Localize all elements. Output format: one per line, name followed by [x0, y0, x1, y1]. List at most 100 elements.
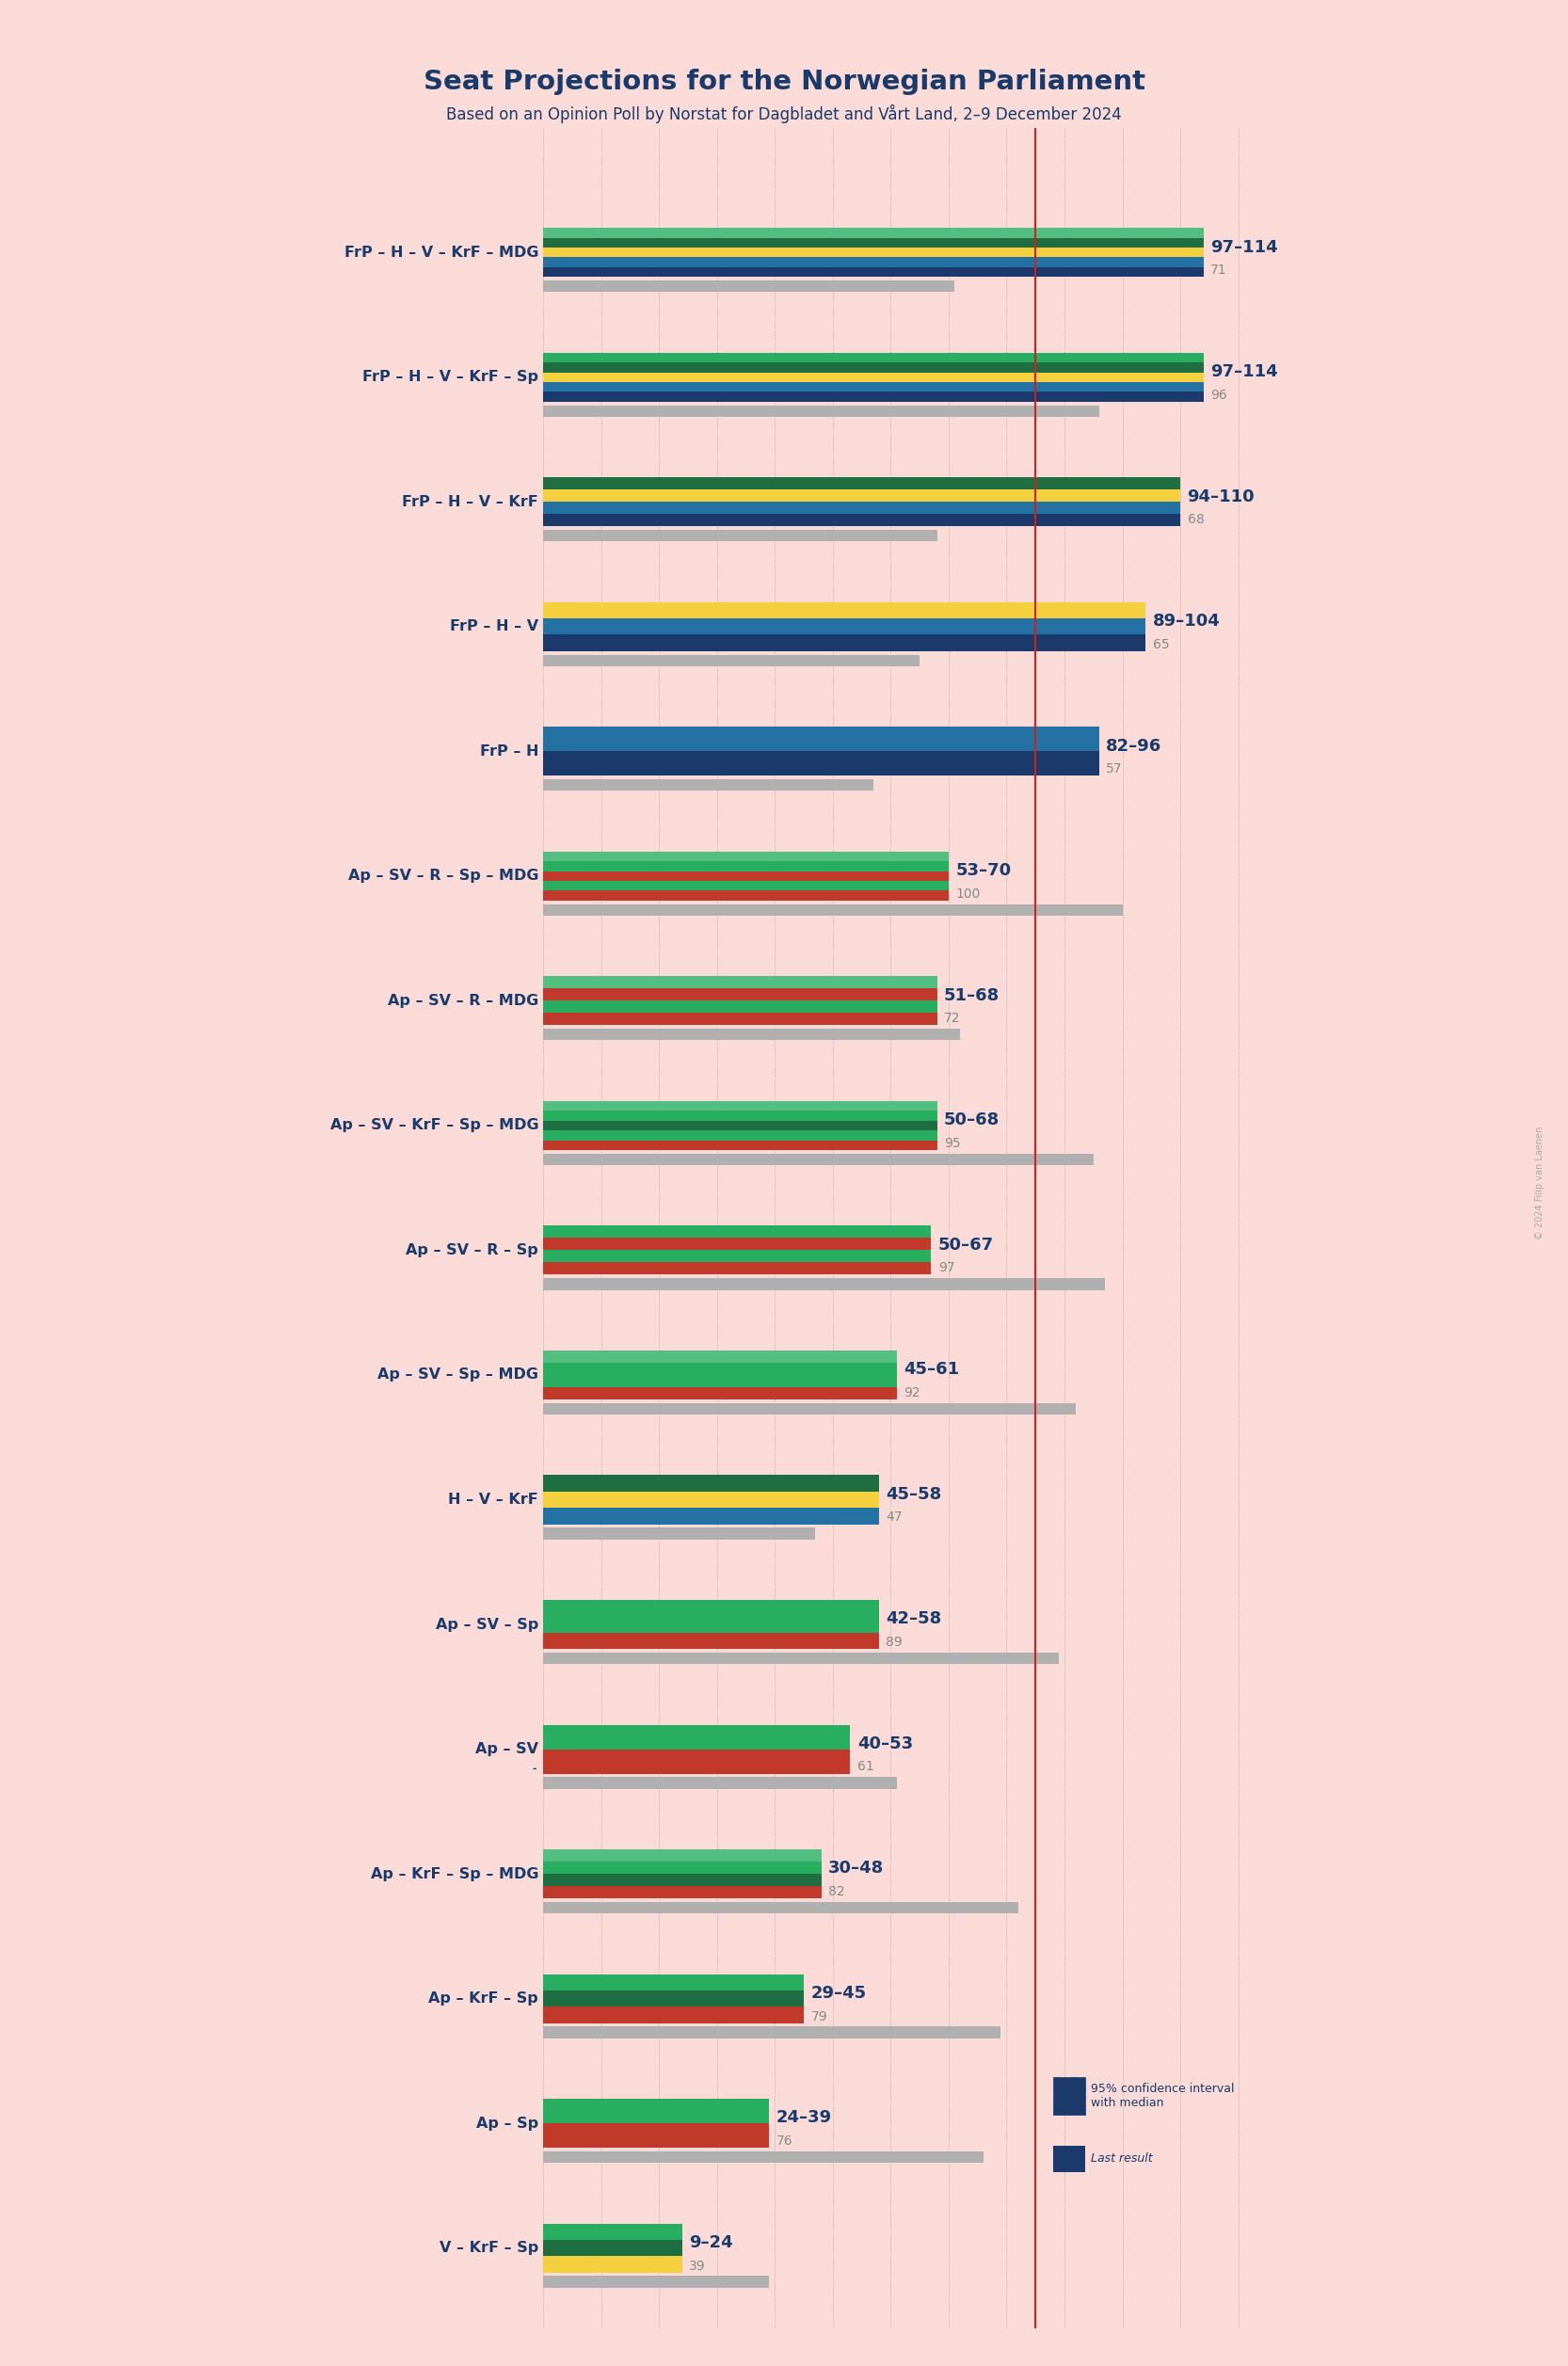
Bar	[717, 1874, 822, 1886]
Text: 95% confidence interval
with median: 95% confidence interval with median	[1091, 2082, 1234, 2108]
Bar	[543, 353, 1105, 362]
Bar	[543, 1131, 833, 1140]
Bar	[543, 2122, 682, 2148]
Bar	[850, 880, 949, 890]
Bar	[1105, 362, 1204, 371]
Bar	[1054, 2146, 1085, 2172]
Text: 68: 68	[1187, 513, 1204, 525]
Bar	[543, 237, 1105, 248]
Bar	[804, 1491, 880, 1507]
Bar	[712, 1990, 804, 2006]
Bar	[1105, 258, 1204, 267]
Bar	[1105, 227, 1204, 237]
Text: 40–53: 40–53	[858, 1734, 913, 1753]
Bar	[543, 1226, 833, 1237]
Text: 100: 100	[955, 887, 980, 901]
Bar	[804, 1474, 880, 1491]
Bar	[543, 502, 1088, 513]
Bar	[1018, 726, 1099, 752]
Bar	[717, 1862, 822, 1874]
Bar	[543, 1599, 787, 1616]
Text: © 2024 Filip van Laenen: © 2024 Filip van Laenen	[1535, 1126, 1544, 1240]
Bar	[1058, 618, 1146, 634]
Bar	[543, 1474, 804, 1491]
Bar	[543, 1249, 833, 1263]
Bar	[543, 1100, 833, 1110]
Text: 65: 65	[1152, 639, 1170, 651]
Bar	[543, 478, 1088, 490]
Text: Ap – SV: Ap – SV	[475, 1741, 538, 1756]
Text: Ap – Sp: Ap – Sp	[477, 2115, 538, 2129]
Text: FrP – H – V – KrF – MDG: FrP – H – V – KrF – MDG	[343, 246, 538, 260]
Bar	[839, 977, 938, 989]
Bar	[804, 1491, 880, 1507]
Bar	[543, 618, 1058, 634]
Bar	[543, 634, 1058, 651]
Text: 9–24: 9–24	[688, 2234, 732, 2250]
Text: 76: 76	[776, 2134, 792, 2148]
Bar	[1058, 601, 1146, 618]
Text: 61: 61	[858, 1760, 873, 1774]
Bar	[543, 752, 1018, 776]
Bar	[543, 490, 1088, 502]
Bar	[1058, 601, 1146, 618]
Bar	[596, 2224, 682, 2241]
Bar	[543, 1748, 775, 1774]
Bar	[543, 852, 850, 861]
Bar	[543, 2276, 768, 2288]
Bar	[804, 1507, 880, 1524]
Text: Based on an Opinion Poll by Norstat for Dagbladet and Vårt Land, 2–9 December 20: Based on an Opinion Poll by Norstat for …	[447, 104, 1121, 123]
Bar	[543, 1528, 815, 1540]
Text: Ap – KrF – Sp: Ap – KrF – Sp	[428, 1992, 538, 2006]
Bar	[596, 2241, 682, 2257]
Bar	[543, 977, 839, 989]
Bar	[1088, 490, 1181, 502]
Bar	[804, 1386, 897, 1398]
Bar	[1105, 267, 1204, 277]
Bar	[1058, 634, 1146, 651]
Bar	[543, 880, 850, 890]
Bar	[543, 248, 1105, 258]
Bar	[804, 1375, 897, 1386]
Bar	[833, 1110, 938, 1121]
Text: 45–58: 45–58	[886, 1486, 942, 1502]
Bar	[775, 1725, 850, 1748]
Bar	[804, 1474, 880, 1491]
Text: 92: 92	[903, 1386, 920, 1398]
Bar	[850, 871, 949, 880]
Bar	[543, 1013, 839, 1024]
Text: 50–67: 50–67	[938, 1237, 994, 1254]
Bar	[712, 1973, 804, 1990]
Bar	[839, 977, 938, 989]
Bar	[839, 989, 938, 1001]
Bar	[712, 1973, 804, 1990]
Bar	[543, 1155, 1093, 1164]
Bar	[804, 1375, 897, 1386]
Text: 97–114: 97–114	[1210, 239, 1278, 256]
Text: Last result: Last result	[1091, 2153, 1152, 2165]
Bar	[543, 1363, 804, 1375]
Bar	[543, 227, 1105, 237]
Text: Ap – KrF – Sp – MDG: Ap – KrF – Sp – MDG	[370, 1867, 538, 1881]
Text: 82: 82	[828, 1886, 845, 1898]
Text: 45–61: 45–61	[903, 1360, 960, 1377]
Bar	[543, 1862, 717, 1874]
Bar	[833, 1237, 931, 1249]
Bar	[543, 513, 1088, 525]
Bar	[543, 1633, 787, 1649]
Bar	[804, 1386, 897, 1398]
Bar	[850, 880, 949, 890]
Bar	[543, 1403, 1076, 1415]
Bar	[543, 726, 1018, 752]
Bar	[543, 1902, 1018, 1914]
Bar	[543, 362, 1105, 371]
Text: 57: 57	[1105, 762, 1123, 776]
Bar	[543, 2006, 712, 2023]
Bar	[1018, 726, 1099, 752]
Bar	[839, 1013, 938, 1024]
Bar	[839, 1001, 938, 1013]
Bar	[1058, 634, 1146, 651]
Text: FrP – H: FrP – H	[480, 745, 538, 759]
Bar	[543, 871, 850, 880]
Text: 96: 96	[1210, 388, 1228, 402]
